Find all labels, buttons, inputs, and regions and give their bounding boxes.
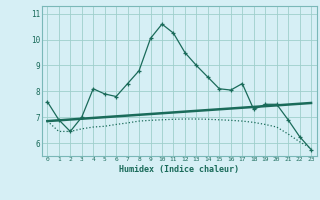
X-axis label: Humidex (Indice chaleur): Humidex (Indice chaleur): [119, 165, 239, 174]
